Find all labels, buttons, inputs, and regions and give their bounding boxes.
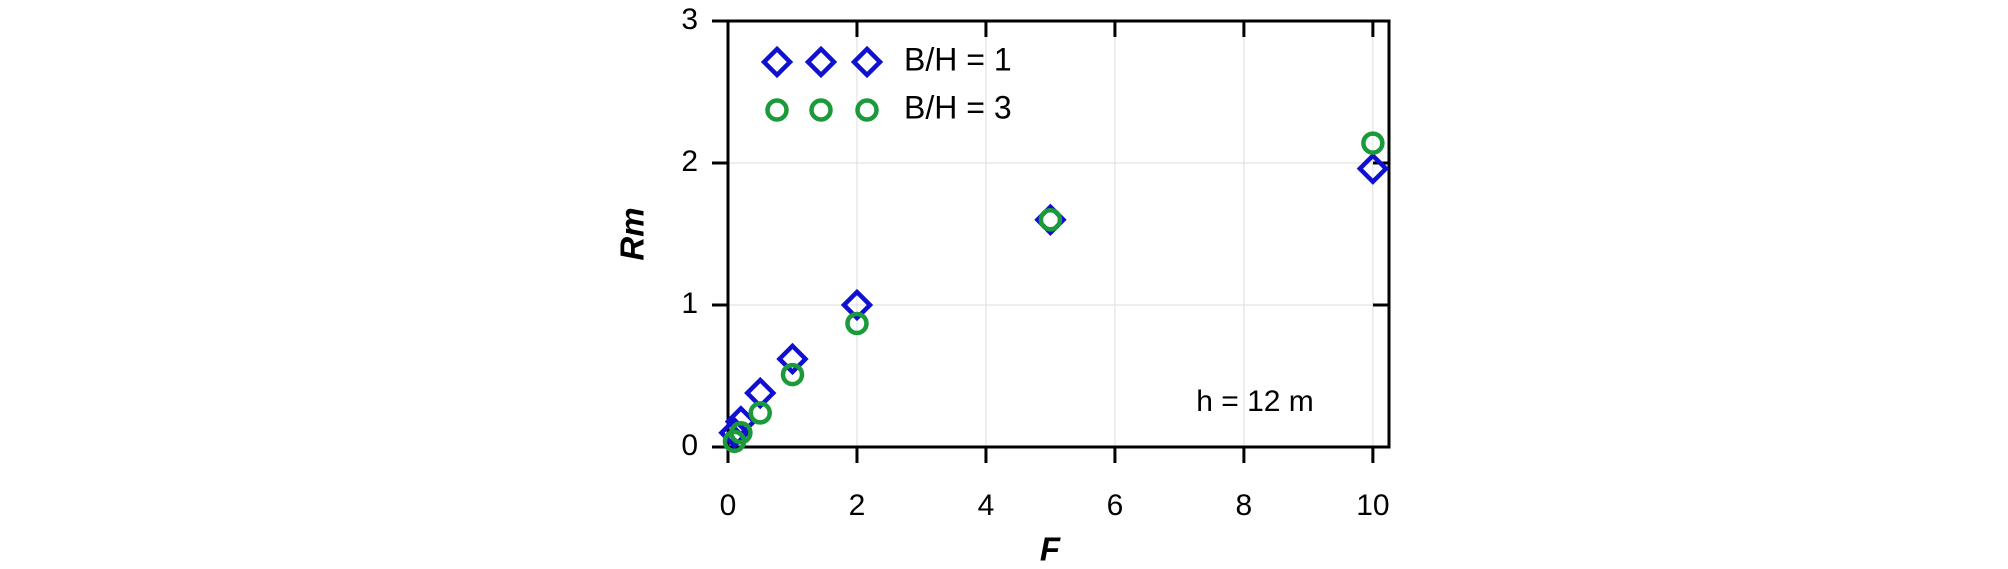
- x-axis-label: F: [1040, 531, 1061, 568]
- y-axis-label: Rm: [614, 207, 651, 260]
- diamond-marker: [840, 288, 874, 322]
- diamond-marker: [744, 376, 777, 410]
- diamond-marker: [718, 416, 751, 449]
- diamond-marker: [776, 342, 809, 376]
- x-tick-label: 8: [1236, 489, 1253, 522]
- legend-label: B/H = 3: [904, 89, 1012, 125]
- x-tick-label: 0: [720, 489, 737, 522]
- x-tick-label: 6: [1107, 489, 1124, 522]
- plot-frame: [726, 19, 1391, 449]
- circle-marker: [729, 421, 753, 445]
- legend-marker: [850, 45, 884, 79]
- legend-marker: [765, 98, 789, 122]
- circle-marker: [845, 311, 869, 336]
- x-tick-label: 2: [849, 489, 866, 522]
- legend-marker: [855, 98, 879, 122]
- circle-marker: [748, 401, 772, 425]
- y-tick-label: 3: [681, 3, 698, 36]
- legend-label: B/H = 1: [904, 41, 1012, 77]
- x-tick-label: 10: [1356, 489, 1389, 522]
- legend-marker: [809, 98, 833, 122]
- y-tick-label: 0: [681, 429, 698, 462]
- annotation: h = 12 m: [1196, 385, 1314, 418]
- diamond-marker: [1356, 152, 1390, 185]
- y-tick-label: 1: [681, 287, 698, 320]
- y-tick-label: 2: [681, 145, 698, 178]
- legend-marker: [804, 45, 838, 79]
- x-tick-label: 4: [978, 489, 995, 522]
- circle-marker: [780, 362, 805, 387]
- circle-marker: [1038, 208, 1063, 232]
- circle-marker: [1361, 131, 1385, 155]
- legend-marker: [760, 45, 794, 79]
